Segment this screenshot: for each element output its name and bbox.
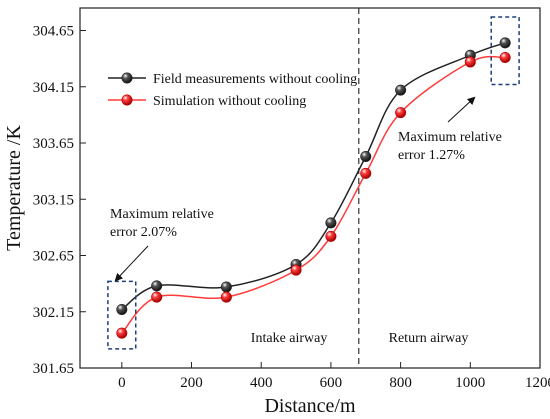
series-1-point — [360, 167, 372, 179]
series-0-point — [499, 37, 511, 49]
error-box-1 — [490, 16, 520, 86]
legend-label-0: Field measurements without cooling — [153, 72, 357, 87]
x-tick-label: 800 — [389, 375, 412, 391]
y-tick-label: 304.65 — [33, 24, 74, 40]
annotation-text-line: Maximum relative — [110, 207, 214, 222]
annotation-arrow — [447, 96, 476, 123]
series-0-point — [116, 303, 128, 315]
x-axis-ticks: 0 200 400 600 800 1000 1200 — [118, 362, 550, 391]
x-tick-label: 1000 — [455, 375, 485, 391]
x-tick-label: 1200 — [525, 375, 550, 391]
series-1-point — [220, 291, 232, 303]
y-tick-label: 304.15 — [33, 80, 74, 96]
y-axis-title: Temperature /K — [3, 125, 25, 251]
series-1-point — [290, 264, 302, 276]
legend: Field measurements without cooling Simula… — [108, 72, 357, 109]
y-tick-label: 302.65 — [33, 249, 74, 265]
x-tick-label: 200 — [180, 375, 203, 391]
series-0-point — [360, 151, 372, 163]
legend-marker-1 — [121, 94, 133, 106]
x-tick-label: 0 — [118, 375, 126, 391]
x-tick-label: 400 — [250, 375, 273, 391]
error-box-0 — [107, 280, 137, 350]
region-label: Return airway — [389, 331, 469, 346]
legend-label-1: Simulation without cooling — [153, 94, 306, 109]
x-tick-label: 600 — [320, 375, 343, 391]
annotations: Maximum relative error 2.07% Maximum relat… — [107, 16, 520, 350]
series-1-point — [116, 327, 128, 339]
y-tick-label: 303.65 — [33, 136, 74, 152]
series-1-point — [464, 56, 476, 68]
series-1-point — [499, 51, 511, 63]
annotation-text-line: Maximum relative — [398, 130, 502, 145]
y-tick-label: 303.15 — [33, 192, 74, 208]
series-1-point — [151, 291, 163, 303]
y-tick-label: 302.15 — [33, 305, 74, 321]
plot-frame — [79, 7, 541, 369]
series-0-point — [395, 84, 407, 96]
y-axis-ticks: 301.65 302.15 302.65 303.15 303.65 304.15 304.… — [33, 24, 86, 377]
annotation-text-line: error 2.07% — [110, 225, 177, 240]
series-1-point — [325, 230, 337, 242]
legend-marker-0 — [121, 72, 133, 84]
y-tick-label: 301.65 — [33, 361, 74, 377]
region-label: Intake airway — [251, 331, 328, 346]
plot-content: Intake airway Return airway — [116, 8, 511, 368]
annotation-text-line: error 1.27% — [398, 148, 465, 163]
series-0-point — [325, 217, 337, 229]
series-0-point — [220, 281, 232, 293]
series-1-point — [395, 107, 407, 119]
x-axis-title: Distance/m — [264, 395, 356, 417]
series-0-point — [151, 280, 163, 292]
annotation-arrow — [114, 245, 149, 282]
